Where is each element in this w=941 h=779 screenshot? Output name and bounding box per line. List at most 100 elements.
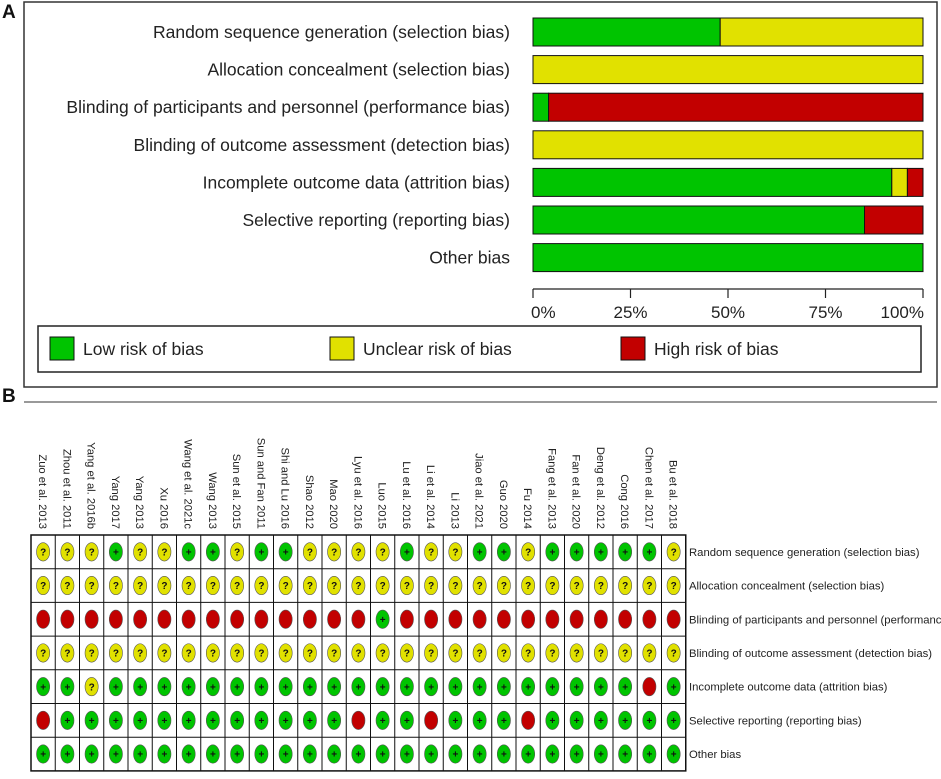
x-tick-label: 0%	[531, 303, 556, 322]
judgement-unclear	[521, 542, 536, 562]
judgement-low	[254, 710, 269, 730]
judgement-unclear	[642, 576, 657, 596]
judgement-low	[302, 744, 317, 764]
judgement-high	[569, 609, 584, 629]
judgement-symbol: ?	[234, 581, 240, 592]
judgement-symbol: ?	[283, 649, 289, 660]
legend-box	[37, 325, 922, 373]
judgement-symbol: ?	[137, 581, 143, 592]
judgement-low	[618, 542, 633, 562]
judgement-symbol: ?	[380, 581, 386, 592]
judgement-symbol: ?	[89, 682, 95, 693]
judgement-symbol: ?	[646, 581, 652, 592]
judgement-unclear	[351, 576, 366, 596]
judgement-symbol: ?	[210, 649, 216, 660]
judgement-unclear	[375, 576, 390, 596]
judgement-unclear	[133, 576, 148, 596]
judgement-symbol: ?	[428, 581, 434, 592]
judgement-symbol: +	[525, 682, 531, 693]
judgement-low	[593, 542, 608, 562]
judgement-high	[521, 609, 536, 629]
study-header: Lu et al. 2016	[400, 461, 412, 529]
judgement-low	[399, 677, 414, 697]
judgement-symbol: +	[380, 750, 386, 761]
domain-row-label: Blinding of outcome assessment (detectio…	[689, 648, 932, 660]
judgement-low	[254, 677, 269, 697]
judgement-symbol: ?	[671, 547, 677, 558]
judgement-unclear	[157, 576, 172, 596]
judgement-low	[327, 744, 342, 764]
judgement-unclear	[230, 542, 245, 562]
judgement-low	[230, 710, 245, 730]
study-header: Sun et al. 2015	[230, 454, 242, 529]
judgement-unclear	[399, 643, 414, 663]
judgement-low	[327, 677, 342, 697]
judgement-symbol: ?	[574, 649, 580, 660]
judgement-low	[181, 744, 196, 764]
judgement-symbol: ?	[210, 581, 216, 592]
judgement-low	[472, 677, 487, 697]
judgement-symbol: +	[574, 716, 580, 727]
study-header: Li 2013	[448, 492, 460, 529]
domain-label: Other bias	[429, 248, 510, 268]
judgement-low	[36, 677, 51, 697]
judgement-symbol: ?	[428, 547, 434, 558]
judgement-symbol: ?	[452, 547, 458, 558]
judgement-symbol: +	[210, 716, 216, 727]
domain-label: Blinding of outcome assessment (detectio…	[134, 135, 510, 155]
judgement-unclear	[642, 643, 657, 663]
legend-label-high: High risk of bias	[654, 339, 779, 359]
judgement-unclear	[254, 643, 269, 663]
risk-of-bias-graph-table: Zuo et al. 2013 Zhou et al. 2011 Yang et a…	[24, 401, 941, 772]
judgement-high	[424, 609, 439, 629]
judgement-symbol: +	[525, 750, 531, 761]
judgement-low	[351, 677, 366, 697]
judgement-high	[108, 609, 123, 629]
judgement-symbol: +	[501, 682, 507, 693]
judgement-unclear	[472, 576, 487, 596]
judgement-symbol: +	[452, 716, 458, 727]
judgement-low	[666, 710, 681, 730]
risk-of-bias-summary-chart: Random sequence generation (selection bi…	[23, 1, 938, 388]
judgement-low	[618, 710, 633, 730]
judgement-unclear	[84, 677, 99, 697]
judgement-unclear	[60, 643, 75, 663]
judgement-low	[205, 542, 220, 562]
judgement-symbol: +	[598, 547, 604, 558]
judgement-unclear	[593, 576, 608, 596]
judgement-symbol: ?	[307, 649, 313, 660]
judgement-unclear	[157, 542, 172, 562]
judgement-unclear	[593, 643, 608, 663]
judgement-symbol: ?	[355, 581, 361, 592]
judgement-symbol: +	[258, 682, 264, 693]
judgement-symbol: ?	[113, 581, 119, 592]
judgement-low	[157, 710, 172, 730]
judgement-low	[545, 677, 560, 697]
judgement-unclear	[181, 643, 196, 663]
judgement-symbol: ?	[258, 581, 264, 592]
x-tick-label: 100%	[881, 303, 924, 322]
judgement-symbol: ?	[186, 581, 192, 592]
judgement-unclear	[133, 643, 148, 663]
x-tick-label: 75%	[808, 303, 842, 322]
judgement-symbol: ?	[161, 649, 167, 660]
judgement-symbol: ?	[258, 649, 264, 660]
judgement-symbol: +	[428, 750, 434, 761]
judgement-low	[569, 710, 584, 730]
judgement-high	[448, 609, 463, 629]
domain-label: Incomplete outcome data (attrition bias)	[203, 172, 510, 192]
judgement-unclear	[424, 576, 439, 596]
judgement-symbol: +	[549, 750, 555, 761]
judgement-symbol: +	[549, 547, 555, 558]
judgement-low	[108, 744, 123, 764]
judgement-high	[327, 609, 342, 629]
judgement-symbol: +	[671, 682, 677, 693]
judgement-symbol: ?	[64, 547, 70, 558]
judgement-high	[666, 609, 681, 629]
judgement-high	[351, 710, 366, 730]
judgement-unclear	[230, 576, 245, 596]
judgement-low	[60, 677, 75, 697]
judgement-low	[399, 744, 414, 764]
judgement-low	[545, 744, 560, 764]
judgement-symbol: ?	[234, 547, 240, 558]
